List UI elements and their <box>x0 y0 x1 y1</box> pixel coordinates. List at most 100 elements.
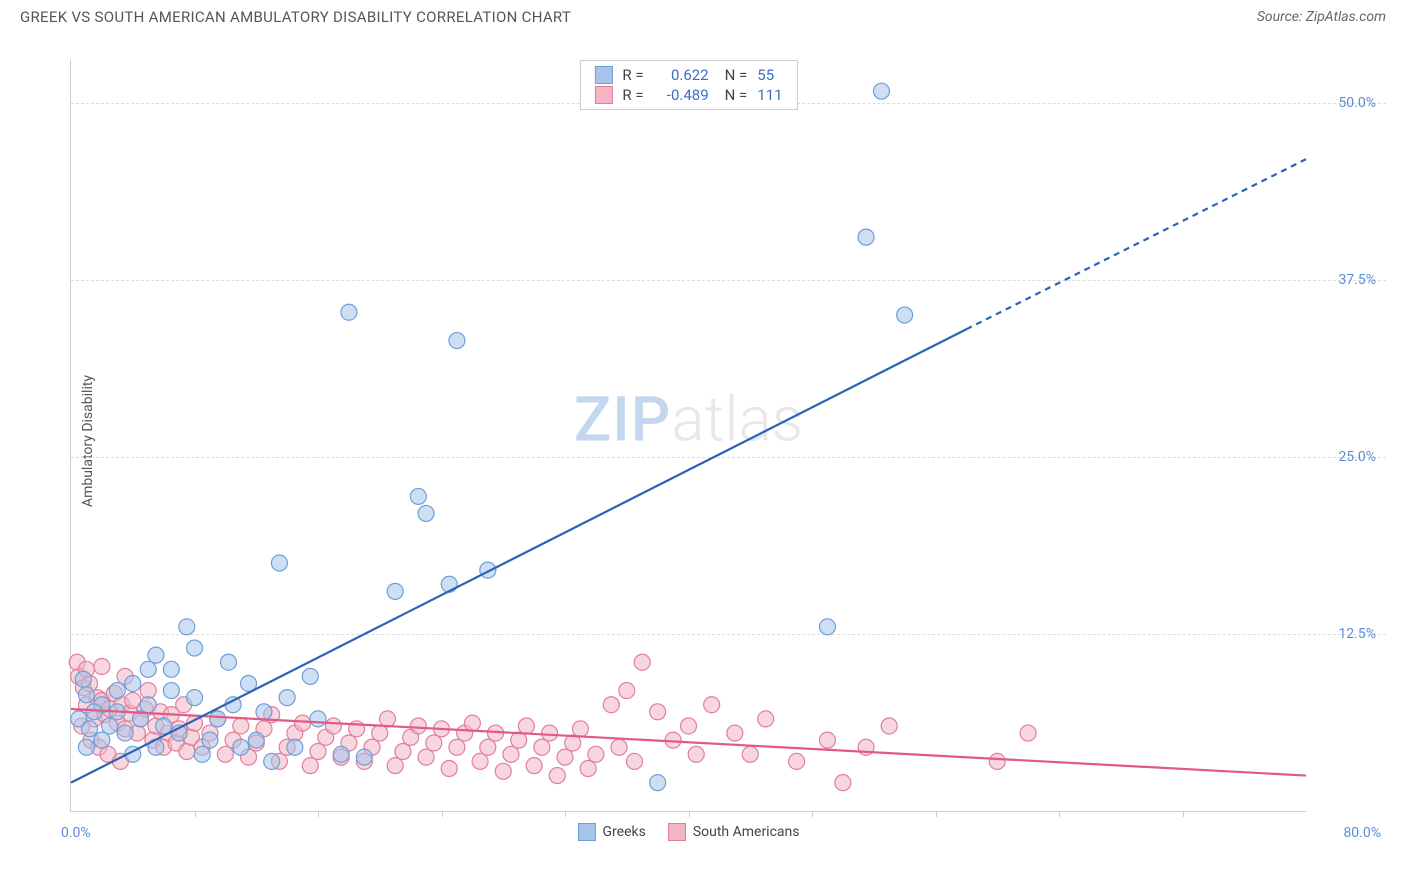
data-point-greeks <box>480 562 496 578</box>
legend-label-south-americans: South Americans <box>693 824 800 840</box>
data-point-greeks <box>163 683 179 699</box>
data-point-south-americans <box>881 718 897 734</box>
data-point-greeks <box>287 739 303 755</box>
data-point-south-americans <box>549 768 565 784</box>
plot-svg <box>71 60 1306 811</box>
data-point-greeks <box>187 690 203 706</box>
data-point-south-americans <box>1020 725 1036 741</box>
r-label: R = <box>622 66 643 84</box>
data-point-greeks <box>220 654 236 670</box>
legend-label-greeks: Greeks <box>603 824 646 840</box>
chart-container: Ambulatory Disability ZIPatlas R = 0.622… <box>50 40 1386 842</box>
data-point-greeks <box>650 775 666 791</box>
x-tick <box>1059 811 1060 817</box>
data-point-south-americans <box>603 697 619 713</box>
chart-title: GREEK VS SOUTH AMERICAN AMBULATORY DISAB… <box>20 8 571 26</box>
data-point-south-americans <box>989 753 1005 769</box>
n-value-greeks: 55 <box>757 66 774 84</box>
data-point-greeks <box>271 555 287 571</box>
data-point-greeks <box>75 671 91 687</box>
y-tick-label: 12.5% <box>1338 626 1376 642</box>
x-tick <box>689 811 690 817</box>
data-point-south-americans <box>94 658 110 674</box>
data-point-greeks <box>140 661 156 677</box>
data-point-south-americans <box>379 711 395 727</box>
legend-row-south-americans: R = -0.489 N = 111 <box>594 85 782 105</box>
x-tick <box>936 811 937 817</box>
data-point-greeks <box>187 640 203 656</box>
data-point-south-americans <box>179 743 195 759</box>
data-point-greeks <box>873 83 889 99</box>
data-point-south-americans <box>372 725 388 741</box>
x-tick <box>318 811 319 817</box>
data-point-south-americans <box>441 760 457 776</box>
data-point-south-americans <box>534 739 550 755</box>
y-tick-label: 50.0% <box>1338 95 1376 111</box>
data-point-greeks <box>858 229 874 245</box>
swatch-greeks <box>594 66 612 84</box>
x-axis-max-label: 80.0% <box>1343 825 1381 841</box>
data-point-south-americans <box>418 749 434 765</box>
data-point-greeks <box>225 697 241 713</box>
data-point-greeks <box>163 661 179 677</box>
data-point-south-americans <box>681 718 697 734</box>
data-point-greeks <box>302 668 318 684</box>
data-point-south-americans <box>464 715 480 731</box>
y-tick-label: 37.5% <box>1338 272 1376 288</box>
swatch-greeks-icon <box>578 823 596 841</box>
data-point-greeks <box>256 704 272 720</box>
data-point-greeks <box>441 576 457 592</box>
data-point-south-americans <box>634 654 650 670</box>
data-point-greeks <box>333 746 349 762</box>
data-point-greeks <box>897 307 913 323</box>
n-label: N = <box>725 66 748 84</box>
data-point-greeks <box>109 683 125 699</box>
swatch-south-americans <box>594 86 612 104</box>
data-point-south-americans <box>480 739 496 755</box>
data-point-south-americans <box>619 683 635 699</box>
data-point-greeks <box>202 732 218 748</box>
plot-area: ZIPatlas R = 0.622 N = 55 R = -0.489 N =… <box>70 60 1306 812</box>
swatch-south-americans-icon <box>668 823 686 841</box>
x-tick <box>812 811 813 817</box>
data-point-greeks <box>279 690 295 706</box>
data-point-south-americans <box>572 721 588 737</box>
series-legend: Greeks South Americans <box>578 823 800 841</box>
legend-row-greeks: R = 0.622 N = 55 <box>594 65 782 85</box>
data-point-greeks <box>140 697 156 713</box>
data-point-south-americans <box>835 775 851 791</box>
data-point-south-americans <box>542 725 558 741</box>
data-point-south-americans <box>217 746 233 762</box>
data-point-south-americans <box>310 743 326 759</box>
data-point-south-americans <box>526 758 542 774</box>
data-point-greeks <box>387 583 403 599</box>
data-point-south-americans <box>557 749 573 765</box>
data-point-greeks <box>194 746 210 762</box>
data-point-south-americans <box>650 704 666 720</box>
data-point-south-americans <box>727 725 743 741</box>
data-point-greeks <box>156 718 172 734</box>
x-tick <box>195 811 196 817</box>
data-point-south-americans <box>742 746 758 762</box>
data-point-south-americans <box>449 739 465 755</box>
r-label: R = <box>622 86 643 104</box>
data-point-south-americans <box>395 743 411 759</box>
data-point-south-americans <box>518 718 534 734</box>
r-value-greeks: 0.622 <box>654 66 709 84</box>
data-point-greeks <box>148 647 164 663</box>
data-point-greeks <box>410 488 426 504</box>
data-point-greeks <box>102 718 118 734</box>
r-value-south-americans: -0.489 <box>654 86 709 104</box>
data-point-south-americans <box>233 718 249 734</box>
data-point-south-americans <box>410 718 426 734</box>
data-point-south-americans <box>688 746 704 762</box>
x-axis-min-label: 0.0% <box>61 825 91 841</box>
data-point-greeks <box>117 725 133 741</box>
data-point-south-americans <box>819 732 835 748</box>
y-tick-label: 25.0% <box>1338 449 1376 465</box>
data-point-south-americans <box>426 735 442 751</box>
data-point-greeks <box>210 711 226 727</box>
data-point-south-americans <box>588 746 604 762</box>
data-point-south-americans <box>387 758 403 774</box>
data-point-greeks <box>179 619 195 635</box>
